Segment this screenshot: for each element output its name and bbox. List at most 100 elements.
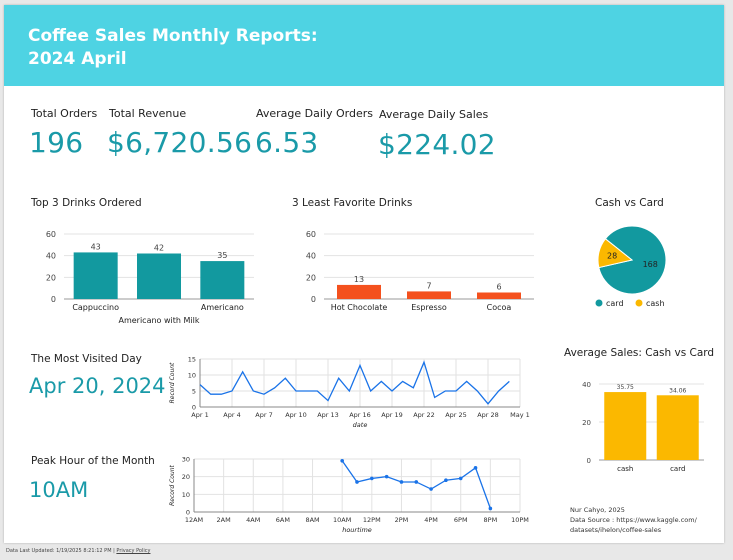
bar-value-label: 43 bbox=[91, 242, 101, 251]
dashboard-card: Coffee Sales Monthly Reports: 2024 April… bbox=[4, 5, 724, 543]
y-axis-title: Record Count bbox=[169, 464, 176, 505]
category-label: Americano bbox=[201, 303, 244, 312]
y-tick-label: 10 bbox=[182, 491, 190, 499]
top3-bar-chart: 0 20 40 60 43 Cappuccino 42 Americano with Milk… bbox=[46, 230, 254, 325]
x-tick-label: Apr 4 bbox=[223, 411, 240, 419]
peak-hour-label: Peak Hour of the Month bbox=[31, 455, 155, 467]
footer-separator: | bbox=[113, 548, 115, 554]
x-tick-label: 6PM bbox=[454, 516, 468, 524]
most-visited-day-label: The Most Visited Day bbox=[31, 353, 142, 365]
source-url-line2: datasets/ihelon/coffee-sales bbox=[570, 526, 662, 534]
x-tick-label: Apr 22 bbox=[413, 411, 435, 419]
data-point bbox=[399, 480, 404, 484]
bar bbox=[656, 395, 699, 460]
y-tick-label: 20 bbox=[182, 473, 190, 481]
pie-slice-cash bbox=[597, 238, 634, 269]
bar-value-label: 7 bbox=[426, 281, 431, 290]
source-author: Nur Cahyo, 2025 bbox=[570, 506, 625, 514]
bar-value-label: 35.75 bbox=[617, 384, 634, 391]
report-header: Coffee Sales Monthly Reports: 2024 April bbox=[4, 5, 724, 86]
x-tick-label: 10PM bbox=[511, 516, 529, 524]
report-title-line2: 2024 April bbox=[28, 49, 127, 69]
x-tick-label: Apr 19 bbox=[381, 411, 403, 419]
kpi-total-orders-value: 196 bbox=[29, 126, 84, 159]
data-point bbox=[429, 487, 433, 491]
data-point bbox=[340, 458, 344, 463]
bar bbox=[137, 253, 181, 299]
cashcard-pie-chart: 168 28 card cash bbox=[595, 225, 667, 308]
bar-value-label: 13 bbox=[354, 275, 364, 284]
data-point bbox=[414, 480, 419, 484]
kpi-total-revenue-label: Total Revenue bbox=[109, 107, 187, 120]
x-tick-label: Apr 16 bbox=[349, 411, 371, 419]
y-tick-label: 40 bbox=[582, 381, 591, 389]
x-tick-label: 8AM bbox=[305, 516, 319, 524]
x-tick-label: Apr 25 bbox=[445, 411, 467, 419]
y-tick-label: 0 bbox=[51, 295, 56, 304]
x-tick-label: 4PM bbox=[424, 516, 438, 524]
kpi-total-revenue-value: $6,720.56 bbox=[107, 126, 253, 159]
legend-swatch-card bbox=[595, 299, 603, 307]
y-tick-label: 30 bbox=[182, 456, 190, 464]
y-tick-label: 40 bbox=[306, 252, 316, 261]
x-tick-label: 12AM bbox=[185, 516, 203, 524]
avgsales-bar-chart: 0 20 40 35.75 cash 34.06 card bbox=[582, 381, 704, 473]
y-tick-label: 0 bbox=[186, 509, 190, 517]
series-line bbox=[199, 360, 510, 405]
x-tick-label: May 1 bbox=[510, 411, 530, 419]
category-label: card bbox=[670, 465, 685, 473]
x-tick-label: 2AM bbox=[217, 516, 231, 524]
footer: Data Last Updated: 1/19/2025 8:21:12 PM … bbox=[6, 548, 150, 554]
y-axis-title: Record Count bbox=[169, 362, 176, 403]
kpi-avg-daily-sales-value: $224.02 bbox=[378, 128, 496, 161]
x-tick-label: Apr 13 bbox=[317, 411, 339, 419]
hourly-line-chart: 0 10 20 30 12AM 2AM 4AM 6AM 8AM 10AM 12PM 2PM 4PM 6PM… bbox=[169, 456, 529, 535]
data-point bbox=[384, 474, 389, 479]
kpi-avg-daily-sales-label: Average Daily Sales bbox=[379, 108, 489, 121]
x-axis-title: hourtime bbox=[342, 526, 372, 534]
source-url-line1: Data Source : https://www.kaggle.com/ bbox=[570, 516, 697, 524]
cashcard-chart-title: Cash vs Card bbox=[595, 197, 664, 209]
series-line bbox=[341, 460, 491, 509]
y-tick-label: 60 bbox=[46, 230, 56, 239]
x-tick-label: 10AM bbox=[333, 516, 351, 524]
legend-swatch-cash bbox=[635, 299, 643, 307]
x-tick-label: 6AM bbox=[276, 516, 290, 524]
data-point bbox=[473, 466, 478, 470]
daily-line-chart: 0 5 10 15 Apr 1 Apr 4 Apr 7 Apr 10 Apr 13 Apr 16 A… bbox=[169, 356, 530, 430]
x-tick-label: Apr 1 bbox=[191, 411, 208, 419]
least3-chart-title: 3 Least Favorite Drinks bbox=[292, 197, 413, 209]
y-tick-label: 15 bbox=[188, 356, 196, 364]
x-tick-label: 2PM bbox=[395, 516, 409, 524]
last-updated-text: Data Last Updated: 1/19/2025 8:21:12 PM bbox=[6, 548, 112, 554]
category-label: Espresso bbox=[411, 303, 447, 312]
legend-label-card: card bbox=[606, 299, 624, 308]
bar bbox=[407, 291, 451, 299]
kpi-avg-daily-orders-label: Average Daily Orders bbox=[256, 107, 373, 120]
data-point bbox=[355, 480, 359, 484]
y-tick-label: 40 bbox=[46, 252, 56, 261]
pie-value-label: 28 bbox=[607, 251, 617, 260]
data-point bbox=[444, 478, 448, 482]
least3-bar-chart: 0 20 40 60 13 Hot Chocolate 7 Espresso 6 Cocoa bbox=[306, 230, 534, 312]
y-tick-label: 0 bbox=[587, 457, 591, 465]
bar bbox=[337, 284, 381, 299]
x-tick-label: Apr 7 bbox=[255, 411, 272, 419]
bar-value-label: 6 bbox=[496, 283, 501, 292]
y-tick-label: 0 bbox=[311, 295, 316, 304]
bar bbox=[200, 261, 245, 299]
data-source-note: Nur Cahyo, 2025 Data Source : https://ww… bbox=[570, 505, 697, 535]
y-tick-label: 20 bbox=[582, 419, 591, 427]
x-tick-label: 4AM bbox=[246, 516, 260, 524]
y-tick-label: 20 bbox=[46, 273, 56, 282]
y-tick-label: 60 bbox=[306, 230, 316, 239]
legend-label-cash: cash bbox=[646, 299, 665, 308]
privacy-policy-link[interactable]: Privacy Policy bbox=[116, 548, 151, 554]
x-tick-label: 8PM bbox=[484, 516, 498, 524]
x-tick-label: 12PM bbox=[363, 516, 381, 524]
bar-value-label: 42 bbox=[154, 244, 164, 253]
y-tick-label: 5 bbox=[192, 388, 196, 396]
bar bbox=[604, 392, 647, 460]
report-title-line1: Coffee Sales Monthly Reports: bbox=[28, 26, 318, 46]
data-point bbox=[458, 476, 463, 481]
